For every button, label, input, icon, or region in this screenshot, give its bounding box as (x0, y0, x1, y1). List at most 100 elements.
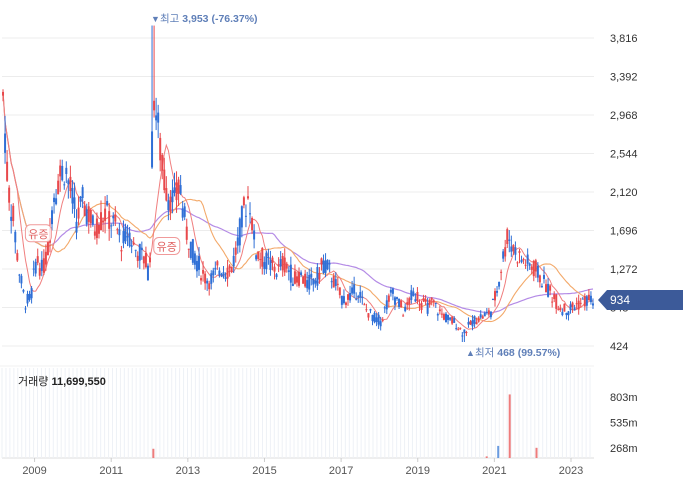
candle-body (291, 283, 294, 286)
candle-body (530, 266, 533, 270)
candle-body (259, 258, 262, 261)
candle-body (424, 299, 427, 303)
candle-body (177, 179, 180, 194)
candle-body (336, 283, 339, 285)
volume-tick-label: 535m (610, 418, 638, 430)
candle-body (583, 296, 586, 307)
price-candles (2, 25, 594, 343)
candle-body (234, 247, 237, 255)
candle-body (516, 262, 519, 264)
candle-body (14, 231, 17, 243)
x-tick-label: 2011 (99, 465, 123, 477)
candle-body (540, 285, 543, 287)
candle-body (557, 308, 560, 310)
candle-body (73, 197, 76, 209)
candle-body (408, 298, 411, 305)
candle-body (144, 252, 147, 268)
candle-body (587, 294, 590, 301)
candle-body (134, 249, 137, 251)
candle-body (347, 294, 350, 300)
candle-body (269, 260, 272, 270)
candle-body (381, 319, 384, 321)
candle-body (87, 206, 90, 222)
candle-body (16, 253, 19, 261)
candle-body (195, 260, 198, 272)
candle-body (95, 218, 98, 239)
candle-body (485, 311, 488, 313)
candle-body (367, 313, 370, 318)
candle-body (146, 265, 149, 281)
candle-body (20, 275, 23, 284)
candle-body (471, 320, 474, 327)
candle-body (455, 328, 458, 330)
candle-body (285, 264, 288, 269)
candle-body (473, 316, 476, 324)
x-tick-label: 2009 (22, 465, 46, 477)
candle-body (445, 313, 447, 323)
candle-body (402, 315, 405, 317)
candle-body (298, 271, 301, 286)
candle-body (265, 252, 268, 270)
candle-body (365, 309, 368, 311)
candle-body (585, 296, 588, 306)
candle-body (32, 268, 35, 270)
candle-body (228, 265, 231, 269)
candle-body (81, 187, 84, 198)
candle-body (132, 242, 135, 245)
candle-body (326, 259, 329, 270)
candle-body (136, 255, 139, 261)
candle-body (108, 211, 111, 229)
candle-body (491, 299, 494, 301)
candle-body (434, 302, 437, 304)
low-label: 최저 468 (99.57%) (475, 347, 560, 359)
candle-body (328, 263, 331, 265)
x-tick-label: 2021 (482, 465, 506, 477)
candle-body (383, 307, 386, 309)
moving-average-long (2, 91, 594, 314)
volume-spike-bar (485, 456, 488, 458)
candle-body (396, 297, 399, 299)
candle-body (8, 187, 11, 203)
candle-body (77, 207, 80, 219)
candle-body (271, 257, 274, 263)
candle-body (512, 245, 515, 252)
candle-body (251, 217, 254, 231)
candle-body (167, 200, 170, 211)
candle-body (40, 259, 43, 271)
candle-body (220, 274, 223, 276)
candle-body (206, 280, 209, 284)
candle-body (479, 314, 482, 318)
candle-body (257, 251, 260, 259)
candle-body (185, 226, 188, 240)
candle-body (149, 257, 151, 263)
candle-body (520, 259, 523, 263)
candle-body (116, 229, 119, 231)
candle-body (175, 182, 178, 201)
candle-body (308, 274, 311, 290)
candle-body (508, 239, 511, 241)
candle-body (420, 302, 423, 310)
candle-body (289, 264, 292, 283)
candle-body (571, 302, 574, 308)
candle-body (97, 225, 100, 234)
candle-body (536, 265, 539, 278)
volume-axis-labels: 803m 535m 268m (610, 392, 638, 455)
candle-body (469, 321, 472, 325)
candle-body (51, 210, 54, 225)
candle-body (361, 297, 364, 299)
candle-body (193, 253, 196, 265)
candle-body (569, 304, 572, 311)
volume-bars (152, 394, 538, 458)
candle-body (493, 291, 496, 301)
candle-body (124, 226, 127, 242)
candle-body (538, 275, 541, 283)
candle-body (187, 248, 190, 250)
candle-body (244, 215, 247, 217)
candle-body (304, 273, 307, 287)
candle-body (320, 258, 323, 265)
candle-body (340, 295, 343, 305)
candle-body (226, 267, 229, 279)
current-price-value: 934 (610, 293, 630, 307)
